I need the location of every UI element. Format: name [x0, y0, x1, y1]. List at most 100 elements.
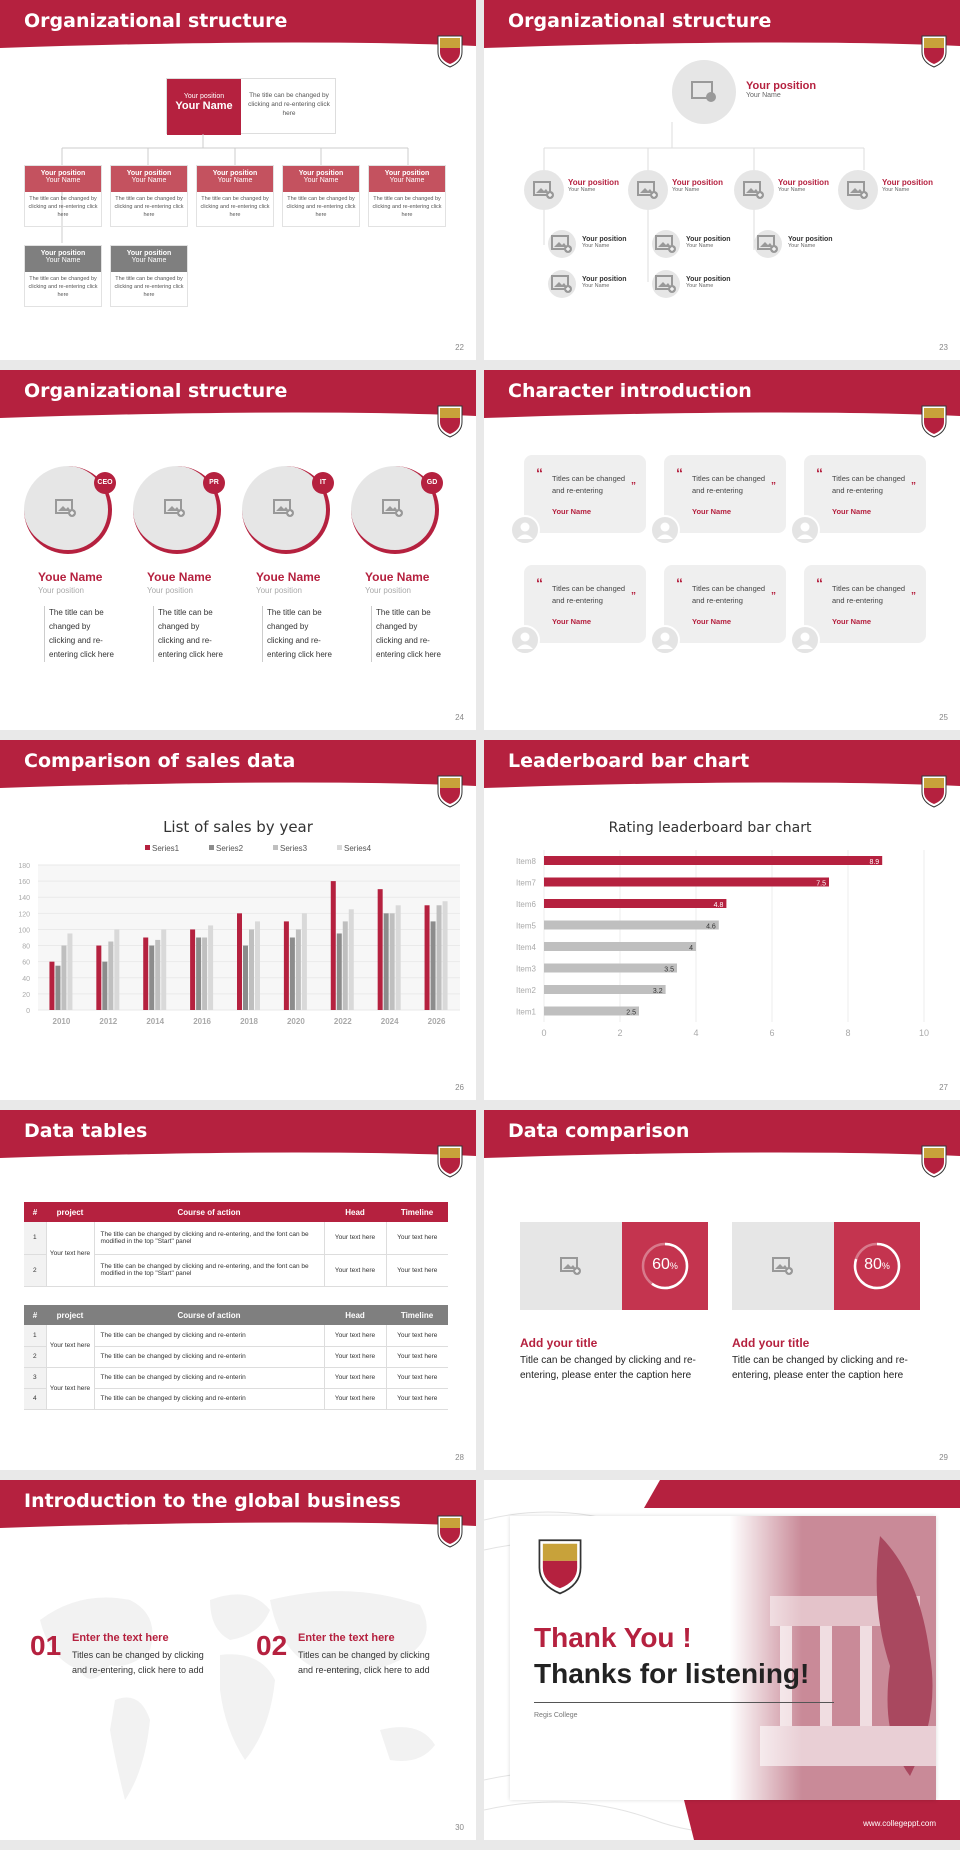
quote-card[interactable]: “ ” Titles can be changed and re-entering Y… — [664, 565, 786, 643]
quote-text: Titles can be changed and re-entering — [832, 584, 906, 605]
world-map-graphic — [40, 1591, 435, 1800]
row-number: 1 — [24, 1325, 46, 1346]
percent-value: 60 — [652, 1256, 670, 1273]
crest-icon — [437, 1515, 463, 1548]
avatar — [790, 625, 820, 655]
bar — [544, 963, 677, 973]
box-position: Your position — [212, 170, 258, 177]
quote-card[interactable]: “ ” Titles can be changed and re-entering Y… — [804, 565, 926, 643]
thank-you-card: Thank You ! Thanks for listening! Regis … — [510, 1516, 936, 1800]
action-cell: The title can be changed by clicking and… — [100, 1374, 246, 1381]
data-label: 3.2 — [653, 988, 663, 995]
org-box[interactable]: Your position Your Name The title can be c… — [368, 165, 446, 227]
percent-box: 60% — [622, 1222, 708, 1310]
bar — [342, 921, 348, 1010]
chart-title: List of sales by year — [163, 818, 314, 836]
bar — [96, 945, 102, 1010]
data-label: 4.8 — [714, 902, 724, 909]
bar — [544, 942, 696, 951]
slide-header: Leaderboard bar chart — [484, 740, 960, 804]
node-position: Your position — [686, 276, 731, 283]
y-tick-label: 100 — [18, 927, 30, 934]
box-name: Your Name — [131, 257, 167, 264]
slide-26[interactable]: Comparison of sales data List of sales b… — [0, 740, 476, 1100]
box-name: Your Name — [303, 177, 339, 184]
card-position: Your position — [38, 586, 84, 595]
box-name: Your Name — [389, 177, 425, 184]
site-url[interactable]: www.collegeppt.com — [863, 1819, 936, 1828]
top-position: Your position — [746, 80, 817, 92]
slide-28[interactable]: Data tables # project Course of action Head… — [0, 1110, 476, 1470]
progress-arc — [853, 1242, 901, 1290]
org-box[interactable]: Your position Your Name The title can be c… — [110, 245, 188, 307]
item-text: Titles can be changed by clicking and re… — [298, 1650, 430, 1675]
photo-placeholder — [548, 230, 576, 258]
slide-24[interactable]: Organizational structure 24 CEO Youe Name… — [0, 370, 476, 730]
bar — [289, 937, 295, 1010]
org-box[interactable]: Your position Your Name The title can be c… — [110, 165, 188, 227]
item-number: 02 — [256, 1630, 288, 1661]
org-box[interactable]: Your position Your Name The title can be c… — [24, 165, 102, 227]
slide-31[interactable]: Thank You ! Thanks for listening! Regis … — [484, 1480, 960, 1840]
data-table-1: # project Course of action Head Timeline 1 Y… — [24, 1202, 448, 1287]
connectors — [543, 122, 865, 282]
slide-22[interactable]: Organizational structure Your position Y… — [0, 0, 476, 360]
bar — [436, 905, 442, 1010]
slide-30[interactable]: Introduction to the global business 30 0… — [0, 1480, 476, 1840]
card-name: Youe Name — [256, 570, 321, 584]
table-row: 4 The title can be changed by clicking a… — [24, 1388, 448, 1409]
timeline-cell: Your text here — [385, 1254, 448, 1286]
page-number: 29 — [939, 1453, 948, 1462]
page-number: 28 — [455, 1453, 464, 1462]
slide-23[interactable]: Organizational structure Your position Y… — [484, 0, 960, 360]
row-number: 4 — [24, 1388, 46, 1409]
org-box[interactable]: Your position Your Name The title can be c… — [282, 165, 360, 227]
college-name: Regis College — [534, 1712, 578, 1719]
quote-card[interactable]: “ ” Titles can be changed and re-entering Y… — [664, 455, 786, 533]
contour-background — [484, 1480, 960, 1840]
progress-arc — [641, 1242, 689, 1290]
box-desc: The title can be changed by clicking and… — [286, 196, 356, 218]
avatar — [650, 515, 680, 545]
x-tick-label: 4 — [693, 1028, 698, 1038]
legend-swatch — [209, 845, 214, 850]
quote-text: Titles can be changed and re-entering — [692, 474, 766, 495]
legend-label: Series2 — [216, 844, 244, 853]
org-box[interactable]: Your position Your Name The title can be c… — [196, 165, 274, 227]
slide-title: Leaderboard bar chart — [508, 750, 750, 772]
quote-card[interactable]: “ ” Titles can be changed and re-entering Y… — [524, 455, 646, 533]
table-row: 1 Your text here The title can be change… — [24, 1325, 448, 1367]
bar — [208, 925, 214, 1010]
photo-placeholder — [24, 466, 112, 554]
head-cell: Your text here — [323, 1222, 386, 1254]
slide-header: Organizational structure — [0, 370, 476, 434]
box-desc: The title can be changed by clicking and… — [372, 196, 442, 218]
close-quote-icon: ” — [771, 591, 776, 602]
slide-29[interactable]: Data comparison 29 60% Add your title Titl… — [484, 1110, 960, 1470]
crest-icon — [437, 35, 463, 68]
node-name: Your Name — [582, 243, 610, 249]
bar — [383, 913, 389, 1010]
role-badge: GD — [421, 472, 443, 494]
quote-card[interactable]: “ ” Titles can be changed and re-entering Y… — [804, 455, 926, 533]
quote-text: Titles can be changed and re-entering — [692, 584, 766, 605]
x-tick-label: 8 — [845, 1028, 850, 1038]
page-number: 27 — [939, 1083, 948, 1092]
action-cell: The title can be changed by clicking and… — [100, 1395, 246, 1402]
top-node[interactable]: Your position Your Name The title can be… — [166, 78, 336, 135]
org-box[interactable]: Your position Your Name The title can be c… — [24, 245, 102, 307]
quote-card[interactable]: “ ” Titles can be changed and re-entering Y… — [524, 565, 646, 643]
bar — [442, 901, 448, 1010]
college-crest-icon — [538, 1539, 582, 1595]
top-desc: The title can be changed by clicking and… — [248, 92, 330, 117]
page-number: 24 — [455, 713, 464, 722]
box-desc: The title can be changed by clicking and… — [28, 276, 98, 298]
slide-header: Organizational structure — [0, 0, 476, 64]
box-desc: The title can be changed by clicking and… — [114, 276, 184, 298]
x-tick-label: 2 — [617, 1028, 622, 1038]
progress-ring — [853, 1242, 901, 1290]
slide-27[interactable]: Leaderboard bar chart Rating leaderboard… — [484, 740, 960, 1100]
node-name: Your Name — [882, 187, 910, 193]
slide-25[interactable]: Character introduction 25 “ ” Titles can b… — [484, 370, 960, 730]
x-tick-label: 2014 — [146, 1017, 164, 1026]
